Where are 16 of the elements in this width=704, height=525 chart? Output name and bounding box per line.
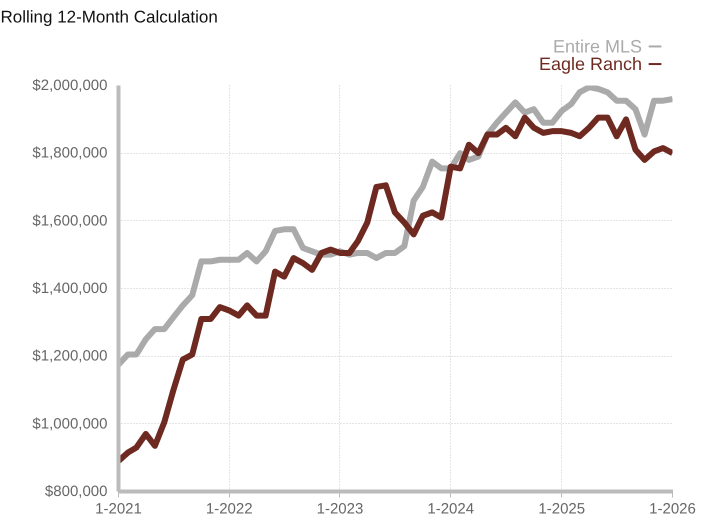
x-tick-label: 1-2021 <box>95 500 142 518</box>
x-tick-label: 1-2025 <box>538 500 586 518</box>
y-tick-label: $1,800,000 <box>32 144 108 162</box>
x-tick-label: 1-2022 <box>206 500 253 518</box>
x-tick-label: 1-2026 <box>649 500 696 518</box>
y-tick-label: $1,400,000 <box>32 280 108 297</box>
y-tick-label: $1,000,000 <box>32 415 108 432</box>
x-tick-label: 1-2024 <box>427 500 474 518</box>
y-tick-label: $1,200,000 <box>32 348 108 365</box>
y-tick-label: $2,000,000 <box>32 77 108 94</box>
chart-title: Rolling 12-Month Calculation <box>0 8 218 26</box>
y-tick-label: $1,600,000 <box>32 212 108 230</box>
x-tick-label: 1-2023 <box>316 500 364 518</box>
legend-label: Eagle Ranch <box>538 54 642 74</box>
y-tick-label: $800,000 <box>44 483 108 500</box>
legend-label: Entire MLS <box>552 36 642 56</box>
